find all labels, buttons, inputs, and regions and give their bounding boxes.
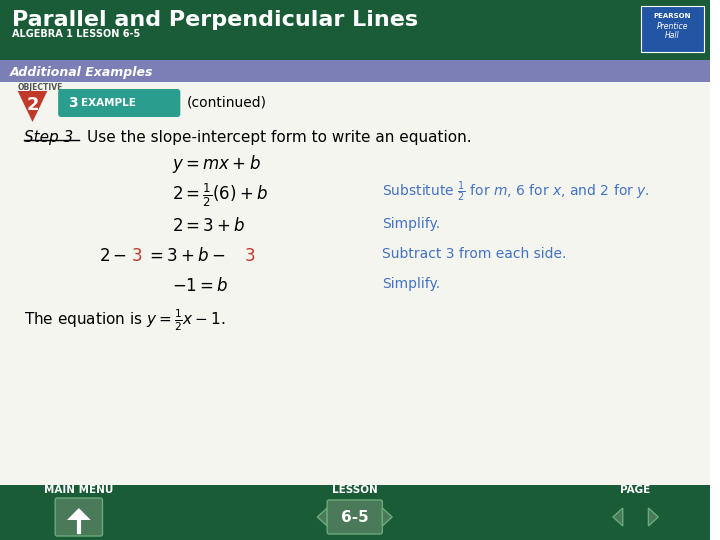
Text: ALGEBRA 1 LESSON 6-5: ALGEBRA 1 LESSON 6-5	[12, 29, 140, 39]
Text: Hall: Hall	[665, 31, 680, 40]
FancyBboxPatch shape	[0, 60, 709, 82]
Text: Simplify.: Simplify.	[382, 277, 441, 291]
Text: PEARSON: PEARSON	[653, 13, 690, 19]
Text: Use the slope-intercept form to write an equation.: Use the slope-intercept form to write an…	[86, 130, 472, 145]
Text: The equation is $y = \frac{1}{2}x - 1$.: The equation is $y = \frac{1}{2}x - 1$.	[24, 307, 225, 333]
Text: Simplify.: Simplify.	[382, 217, 441, 231]
Polygon shape	[67, 508, 91, 520]
Polygon shape	[18, 91, 48, 122]
Text: Additional Examples: Additional Examples	[10, 66, 153, 79]
Text: $2 = 3 + b$: $2 = 3 + b$	[173, 217, 246, 235]
FancyBboxPatch shape	[327, 500, 382, 534]
FancyBboxPatch shape	[0, 0, 709, 60]
Polygon shape	[649, 508, 658, 526]
Text: OBJECTIVE: OBJECTIVE	[18, 83, 63, 92]
Text: Substitute $\frac{1}{2}$ for $m$, 6 for $x$, and 2 for $y$.: Substitute $\frac{1}{2}$ for $m$, 6 for …	[382, 180, 650, 204]
Text: $-1 = b$: $-1 = b$	[173, 277, 229, 295]
Polygon shape	[318, 508, 327, 526]
FancyBboxPatch shape	[0, 82, 709, 485]
FancyBboxPatch shape	[55, 498, 102, 536]
Text: Subtract 3 from each side.: Subtract 3 from each side.	[382, 247, 567, 261]
FancyBboxPatch shape	[641, 6, 703, 52]
Text: EXAMPLE: EXAMPLE	[81, 98, 136, 108]
Polygon shape	[382, 508, 392, 526]
Text: $3$: $3$	[244, 247, 256, 265]
Text: $3$: $3$	[131, 247, 143, 265]
Text: 6-5: 6-5	[341, 510, 369, 524]
Text: $2 = \frac{1}{2}(6) + b$: $2 = \frac{1}{2}(6) + b$	[173, 182, 269, 210]
Text: 3: 3	[68, 96, 78, 110]
Text: (continued): (continued)	[187, 96, 267, 110]
FancyBboxPatch shape	[58, 89, 180, 117]
Text: LESSON: LESSON	[332, 485, 377, 495]
Text: Parallel and Perpendicular Lines: Parallel and Perpendicular Lines	[12, 10, 418, 30]
Text: Prentice: Prentice	[657, 22, 688, 31]
Text: PAGE: PAGE	[621, 485, 651, 495]
Polygon shape	[613, 508, 623, 526]
Text: 2: 2	[26, 96, 39, 114]
Text: $y = mx + b$: $y = mx + b$	[173, 153, 261, 175]
FancyBboxPatch shape	[0, 485, 709, 540]
Text: Step 3: Step 3	[24, 130, 73, 145]
Text: $ = 3 + b - $: $ = 3 + b - $	[146, 247, 225, 265]
Text: $2 - $: $2 - $	[99, 247, 127, 265]
Text: MAIN MENU: MAIN MENU	[44, 485, 114, 495]
